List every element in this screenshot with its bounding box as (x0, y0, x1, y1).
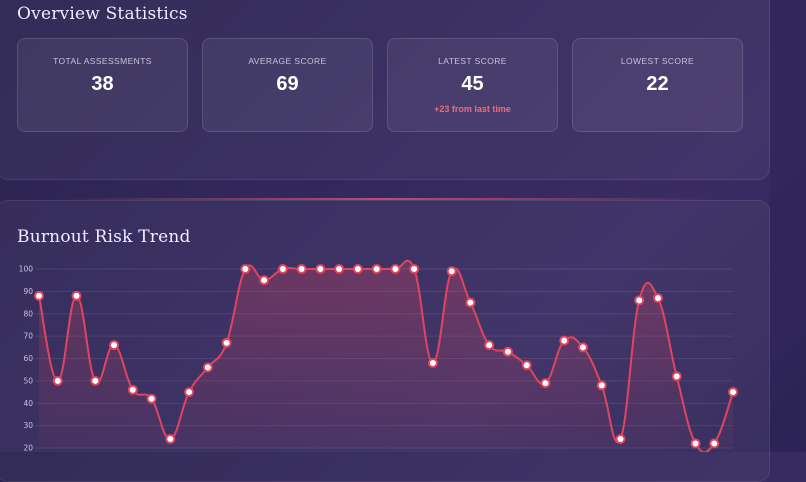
y-tick-label: 30 (23, 421, 33, 430)
data-point[interactable] (127, 384, 138, 395)
data-point[interactable] (728, 387, 738, 398)
data-point[interactable] (109, 340, 120, 351)
data-point[interactable] (202, 362, 213, 373)
data-point[interactable] (71, 290, 82, 301)
data-point[interactable] (146, 393, 157, 404)
y-tick-label: 100 (19, 265, 34, 274)
data-point[interactable] (502, 346, 513, 357)
data-point[interactable] (484, 340, 495, 351)
burnout-trend-chart: 100 90 80 70 60 50 40 30 20 (19, 259, 738, 453)
trend-title: Burnout Risk Trend (17, 227, 191, 247)
data-point[interactable] (52, 375, 63, 386)
data-point[interactable] (709, 438, 720, 449)
average-score-card: AVERAGE SCORE 69 (202, 38, 373, 132)
scrollbar-track (770, 0, 806, 452)
overview-panel (0, 0, 770, 180)
data-point[interactable] (334, 264, 345, 274)
card-label: LOWEST SCORE (620, 56, 695, 66)
data-point[interactable] (165, 434, 176, 445)
card-value: 45 (461, 73, 484, 95)
data-point[interactable] (427, 357, 438, 368)
data-point[interactable] (409, 264, 420, 274)
lowest-score-card: LOWEST SCORE 22 (572, 38, 743, 132)
y-tick-label: 90 (23, 287, 33, 296)
data-point[interactable] (615, 434, 626, 445)
data-point[interactable] (465, 297, 476, 308)
data-point[interactable] (371, 264, 382, 274)
data-point[interactable] (240, 264, 251, 274)
data-point[interactable] (690, 438, 701, 449)
section-divider (60, 198, 710, 200)
data-point[interactable] (390, 264, 401, 274)
y-tick-label: 60 (23, 354, 33, 363)
y-tick-label: 80 (23, 309, 33, 318)
data-point[interactable] (446, 266, 457, 277)
data-point[interactable] (296, 264, 307, 274)
y-tick-label: 20 (23, 444, 33, 453)
data-point[interactable] (652, 293, 663, 304)
data-point[interactable] (277, 264, 288, 274)
data-point[interactable] (315, 264, 326, 274)
data-point[interactable] (259, 275, 270, 286)
data-point[interactable] (184, 387, 195, 398)
data-point[interactable] (352, 264, 363, 274)
y-axis-ticks: 100 90 80 70 60 50 40 30 20 (19, 265, 34, 453)
card-value: 38 (91, 73, 114, 95)
data-point[interactable] (577, 342, 588, 353)
data-point[interactable] (634, 295, 645, 306)
card-label: AVERAGE SCORE (248, 56, 327, 66)
data-point[interactable] (34, 290, 44, 301)
y-tick-label: 70 (23, 332, 33, 341)
score-change-text: +23 from last time (434, 104, 511, 114)
card-label: LATEST SCORE (438, 56, 507, 66)
card-value: 22 (646, 73, 669, 95)
data-point[interactable] (521, 360, 532, 371)
data-points (34, 264, 738, 449)
data-point[interactable] (540, 378, 551, 389)
data-point[interactable] (671, 371, 682, 382)
y-tick-label: 40 (23, 399, 33, 408)
total-assessments-card: TOTAL ASSESSMENTS 38 (17, 38, 188, 132)
latest-score-card: LATEST SCORE 45 +23 from last time (387, 38, 558, 132)
y-tick-label: 50 (23, 376, 33, 385)
card-label: TOTAL ASSESSMENTS (53, 56, 152, 66)
data-point[interactable] (221, 337, 232, 348)
data-point[interactable] (559, 335, 570, 346)
trend-area (39, 260, 733, 452)
overview-title: Overview Statistics (17, 4, 188, 24)
card-value: 69 (276, 73, 299, 95)
data-point[interactable] (596, 380, 607, 391)
data-point[interactable] (90, 375, 101, 386)
